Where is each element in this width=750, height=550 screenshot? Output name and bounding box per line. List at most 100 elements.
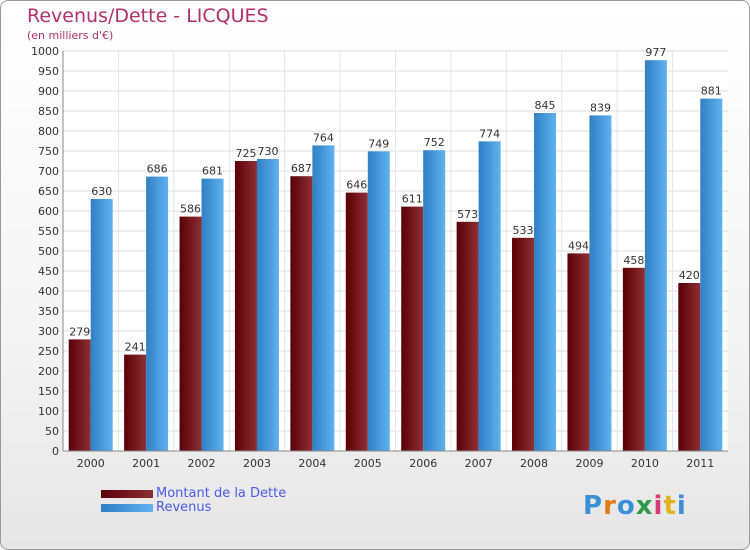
x-tick-label: 2003 xyxy=(243,457,271,470)
bar-revenue xyxy=(90,199,113,451)
x-tick-label: 2011 xyxy=(686,457,714,470)
bar-revenue xyxy=(367,151,390,451)
bar-debt xyxy=(345,192,368,451)
y-tick-label: 600 xyxy=(38,205,59,218)
chart-subtitle: (en milliers d'€) xyxy=(27,29,114,42)
x-tick-label: 2002 xyxy=(188,457,216,470)
y-tick-label: 900 xyxy=(38,85,59,98)
logo-letter: t xyxy=(663,491,677,521)
data-label-debt: 573 xyxy=(457,208,478,221)
y-tick-label: 550 xyxy=(38,225,59,238)
data-label-debt: 458 xyxy=(623,254,644,267)
data-label-revenue: 681 xyxy=(202,165,223,178)
bar-revenue xyxy=(201,178,224,451)
x-tick-label: 2010 xyxy=(631,457,659,470)
x-tick-label: 2005 xyxy=(354,457,382,470)
y-tick-label: 400 xyxy=(38,285,59,298)
bar-debt xyxy=(512,237,535,451)
legend-swatch-revenue xyxy=(101,504,153,512)
bar-debt xyxy=(622,267,645,451)
y-tick-label: 500 xyxy=(38,245,59,258)
chart-title: Revenus/Dette - LICQUES xyxy=(27,5,269,27)
bar-debt xyxy=(234,161,257,451)
data-label-revenue: 686 xyxy=(147,163,168,176)
bar-revenue xyxy=(700,98,723,451)
logo-letter: r xyxy=(603,491,617,521)
grid xyxy=(63,50,728,452)
y-tick-label: 250 xyxy=(38,345,59,358)
y-tick-label: 350 xyxy=(38,305,59,318)
x-tick-label: 2009 xyxy=(575,457,603,470)
bar-debt xyxy=(567,253,590,451)
x-tick-label: 2001 xyxy=(132,457,160,470)
y-tick-label: 650 xyxy=(38,185,59,198)
y-tick-label: 700 xyxy=(38,165,59,178)
data-label-revenue: 845 xyxy=(535,99,556,112)
logo-letter: o xyxy=(616,491,636,521)
bar-revenue xyxy=(478,141,501,451)
bar-revenue xyxy=(644,60,667,451)
bar-revenue xyxy=(146,176,169,451)
logo-letter: P xyxy=(583,491,604,521)
bar-revenue xyxy=(589,115,612,452)
logo-letter: i xyxy=(653,491,664,521)
data-label-revenue: 749 xyxy=(368,137,389,150)
data-label-debt: 279 xyxy=(69,325,90,338)
y-tick-label: 750 xyxy=(38,145,59,158)
data-label-revenue: 752 xyxy=(424,136,445,149)
bar-debt xyxy=(124,354,147,451)
y-tick-label: 200 xyxy=(38,365,59,378)
x-tick-label: 2004 xyxy=(298,457,326,470)
data-label-revenue: 774 xyxy=(479,127,500,140)
data-label-debt: 420 xyxy=(679,269,700,282)
data-label-debt: 241 xyxy=(125,341,146,354)
data-label-revenue: 764 xyxy=(313,131,334,144)
data-label-debt: 533 xyxy=(513,224,534,237)
x-tick-label: 2008 xyxy=(520,457,548,470)
x-tick-label: 2006 xyxy=(409,457,437,470)
data-label-debt: 611 xyxy=(402,193,423,206)
bar-debt xyxy=(456,221,479,451)
axes: 0 50 100 150 200 250 300 350 400 450 500 550 600 650 7… xyxy=(31,45,728,470)
y-tick-label: 950 xyxy=(38,65,59,78)
y-tick-label: 1000 xyxy=(31,45,59,58)
legend-label-revenue: Revenus xyxy=(156,500,212,515)
y-tick-label: 300 xyxy=(38,325,59,338)
data-label-revenue: 839 xyxy=(590,101,611,114)
data-label-debt: 494 xyxy=(568,239,589,252)
proxiti-logo: Proxiti xyxy=(583,491,687,521)
y-tick-label: 100 xyxy=(38,405,59,418)
y-tick-label: 800 xyxy=(38,125,59,138)
data-label-revenue: 630 xyxy=(91,185,112,198)
data-label-revenue: 730 xyxy=(257,145,278,158)
logo-letter: i xyxy=(676,491,687,521)
bar-debt xyxy=(290,176,313,451)
y-tick-label: 450 xyxy=(38,265,59,278)
data-label-revenue: 977 xyxy=(645,46,666,59)
y-tick-label: 850 xyxy=(38,105,59,118)
bar-revenue xyxy=(312,145,335,451)
bar-debt xyxy=(678,283,701,451)
bar-revenue xyxy=(256,159,279,451)
bar-revenue xyxy=(534,113,557,451)
legend-swatch-debt xyxy=(101,490,153,498)
x-tick-label: 2007 xyxy=(465,457,493,470)
data-label-debt: 725 xyxy=(235,147,256,160)
y-tick-label: 150 xyxy=(38,385,59,398)
y-tick-label: 0 xyxy=(52,445,59,458)
legend-label-debt: Montant de la Dette xyxy=(156,486,287,501)
data-label-debt: 687 xyxy=(291,162,312,175)
x-tick-label: 2000 xyxy=(77,457,105,470)
data-label-debt: 586 xyxy=(180,203,201,216)
bar-debt xyxy=(401,206,424,451)
data-label-revenue: 881 xyxy=(701,85,722,98)
y-tick-label: 50 xyxy=(45,425,59,438)
data-label-debt: 646 xyxy=(346,179,367,192)
data-labels: 279 630 241 686 586 681 725 730 687 764 646 749 611 7… xyxy=(69,46,722,353)
bars xyxy=(68,60,723,452)
bar-revenue xyxy=(423,150,446,451)
bar-debt xyxy=(179,216,202,451)
logo-letter: x xyxy=(635,491,654,521)
